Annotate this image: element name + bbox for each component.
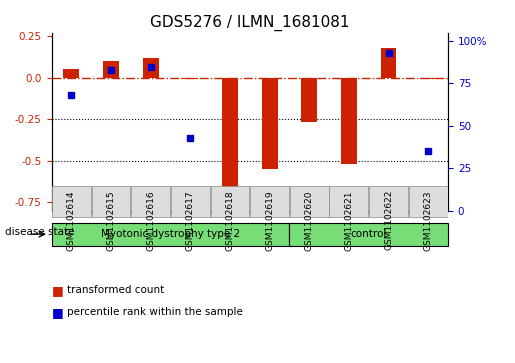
Bar — [420, 78, 436, 79]
Bar — [182, 78, 198, 79]
Text: ■: ■ — [52, 284, 63, 297]
Bar — [222, 78, 238, 205]
FancyBboxPatch shape — [52, 223, 289, 246]
Text: GSM1102618: GSM1102618 — [226, 190, 234, 251]
Text: GSM1102623: GSM1102623 — [424, 190, 433, 250]
Bar — [63, 69, 79, 78]
FancyBboxPatch shape — [290, 186, 329, 217]
Title: GDS5276 / ILMN_1681081: GDS5276 / ILMN_1681081 — [150, 15, 350, 31]
Text: GSM1102615: GSM1102615 — [107, 190, 115, 251]
Text: ■: ■ — [52, 306, 63, 319]
FancyBboxPatch shape — [171, 186, 210, 217]
Text: GSM1102616: GSM1102616 — [146, 190, 155, 251]
Text: Myotonic dystrophy type 2: Myotonic dystrophy type 2 — [101, 229, 240, 239]
FancyBboxPatch shape — [250, 186, 289, 217]
Text: GSM1102619: GSM1102619 — [265, 190, 274, 251]
FancyBboxPatch shape — [330, 186, 368, 217]
FancyBboxPatch shape — [369, 186, 408, 217]
FancyBboxPatch shape — [52, 186, 91, 217]
Text: GSM1102620: GSM1102620 — [305, 190, 314, 250]
FancyBboxPatch shape — [289, 223, 448, 246]
Bar — [262, 78, 278, 169]
Text: disease state: disease state — [5, 227, 75, 237]
Text: percentile rank within the sample: percentile rank within the sample — [67, 307, 243, 317]
Text: GSM1102614: GSM1102614 — [67, 190, 76, 250]
Bar — [301, 78, 317, 122]
Bar — [143, 58, 159, 78]
Text: GSM1102621: GSM1102621 — [345, 190, 353, 250]
FancyBboxPatch shape — [131, 186, 170, 217]
Text: GSM1102622: GSM1102622 — [384, 190, 393, 250]
FancyBboxPatch shape — [211, 186, 249, 217]
FancyBboxPatch shape — [409, 186, 448, 217]
Text: GSM1102617: GSM1102617 — [186, 190, 195, 251]
Bar — [381, 48, 397, 78]
Bar — [341, 78, 357, 164]
Bar — [103, 61, 119, 78]
Text: transformed count: transformed count — [67, 285, 164, 295]
FancyBboxPatch shape — [92, 186, 130, 217]
Text: control: control — [351, 229, 387, 239]
